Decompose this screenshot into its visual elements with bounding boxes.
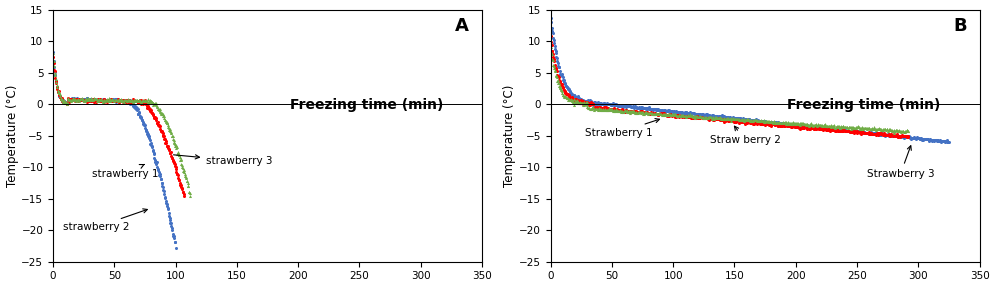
Text: B: B	[952, 17, 966, 35]
Text: strawberry 3: strawberry 3	[173, 155, 272, 166]
Y-axis label: Temperature (°C): Temperature (°C)	[503, 84, 516, 187]
Text: Straw berry 2: Straw berry 2	[709, 126, 780, 145]
Y-axis label: Temperature (°C): Temperature (°C)	[6, 84, 19, 187]
Text: strawberry 1: strawberry 1	[92, 164, 159, 179]
Text: A: A	[455, 17, 469, 35]
Text: Strawberry 3: Strawberry 3	[866, 146, 933, 179]
Text: strawberry 2: strawberry 2	[63, 209, 147, 232]
Text: Freezing time (min): Freezing time (min)	[289, 98, 442, 113]
Text: Strawberry 1: Strawberry 1	[584, 119, 659, 138]
Text: Freezing time (min): Freezing time (min)	[786, 98, 939, 113]
